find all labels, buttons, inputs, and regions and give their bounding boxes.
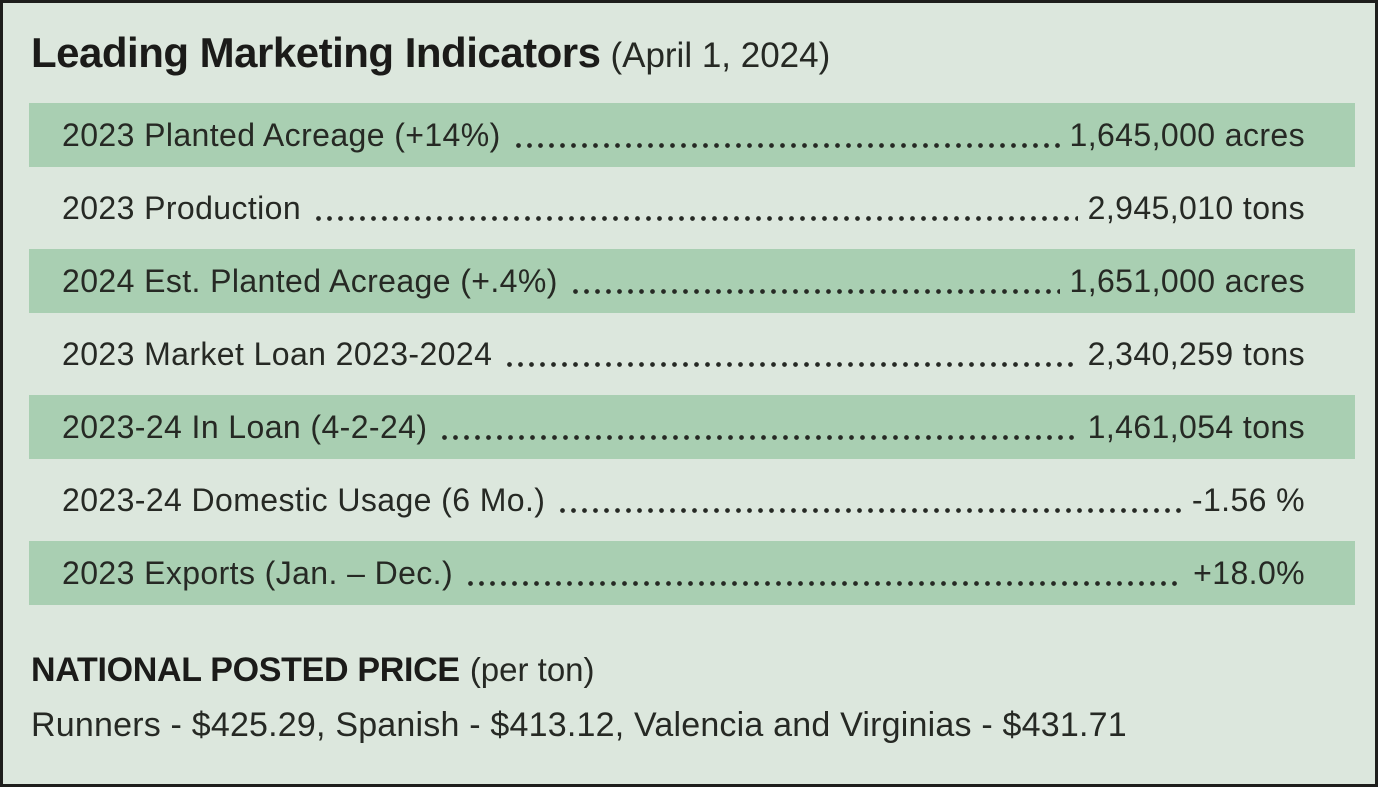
indicator-row-est-planted-acreage-2024: 2024 Est. Planted Acreage (+.4%) 1,651,0…	[29, 249, 1355, 313]
indicator-value: 1,645,000 acres	[1069, 116, 1305, 153]
indicator-value: 1,461,054 tons	[1087, 408, 1305, 445]
page-title-date: (April 1, 2024)	[610, 36, 831, 75]
indicator-label: 2023-24 Domestic Usage (6 Mo.)	[62, 481, 546, 518]
indicator-row-production-2023: 2023 Production 2,945,010 tons	[29, 176, 1355, 240]
indicator-label: 2023 Exports (Jan. – Dec.)	[62, 554, 454, 591]
page-title: Leading Marketing Indicators (April 1, 20…	[31, 29, 1345, 77]
indicator-row-planted-acreage-2023: 2023 Planted Acreage (+14%) 1,645,000 ac…	[29, 103, 1355, 167]
page-title-text: Leading Marketing Indicators	[31, 29, 601, 76]
national-posted-price-heading-line: NATIONAL POSTED PRICE (per ton)	[31, 651, 1345, 690]
dot-leader	[465, 541, 1184, 605]
indicator-value: +18.0%	[1193, 554, 1305, 591]
indicator-row-domestic-usage: 2023-24 Domestic Usage (6 Mo.) -1.56 %	[29, 468, 1355, 532]
indicator-value: 1,651,000 acres	[1069, 262, 1305, 299]
dot-leader	[313, 176, 1078, 240]
dot-leader	[439, 395, 1078, 459]
indicator-label: 2023-24 In Loan (4-2-24)	[62, 408, 428, 445]
national-posted-price-unit: (per ton)	[469, 651, 595, 688]
national-posted-price-values: Runners - $425.29, Spanish - $413.12, Va…	[31, 706, 1127, 744]
indicator-label: 2023 Market Loan 2023-2024	[62, 335, 493, 372]
dot-leader	[569, 249, 1060, 313]
dot-leader	[512, 103, 1060, 167]
indicator-value: -1.56 %	[1191, 481, 1305, 518]
indicator-row-in-loan: 2023-24 In Loan (4-2-24) 1,461,054 tons	[29, 395, 1355, 459]
dot-leader	[557, 468, 1182, 532]
indicator-list: 2023 Planted Acreage (+14%) 1,645,000 ac…	[29, 103, 1355, 605]
indicator-label: 2023 Production	[62, 189, 302, 226]
indicator-value: 2,945,010 tons	[1087, 189, 1305, 226]
indicator-label: 2023 Planted Acreage (+14%)	[62, 116, 501, 153]
national-posted-price-heading: NATIONAL POSTED PRICE	[31, 651, 460, 689]
indicator-value: 2,340,259 tons	[1087, 335, 1305, 372]
dot-leader	[504, 322, 1078, 386]
national-posted-price-section: NATIONAL POSTED PRICE (per ton) Runners -…	[31, 651, 1345, 745]
indicator-row-market-loan: 2023 Market Loan 2023-2024 2,340,259 ton…	[29, 322, 1355, 386]
indicator-row-exports-2023: 2023 Exports (Jan. – Dec.) +18.0%	[29, 541, 1355, 605]
indicator-label: 2024 Est. Planted Acreage (+.4%)	[62, 262, 558, 299]
